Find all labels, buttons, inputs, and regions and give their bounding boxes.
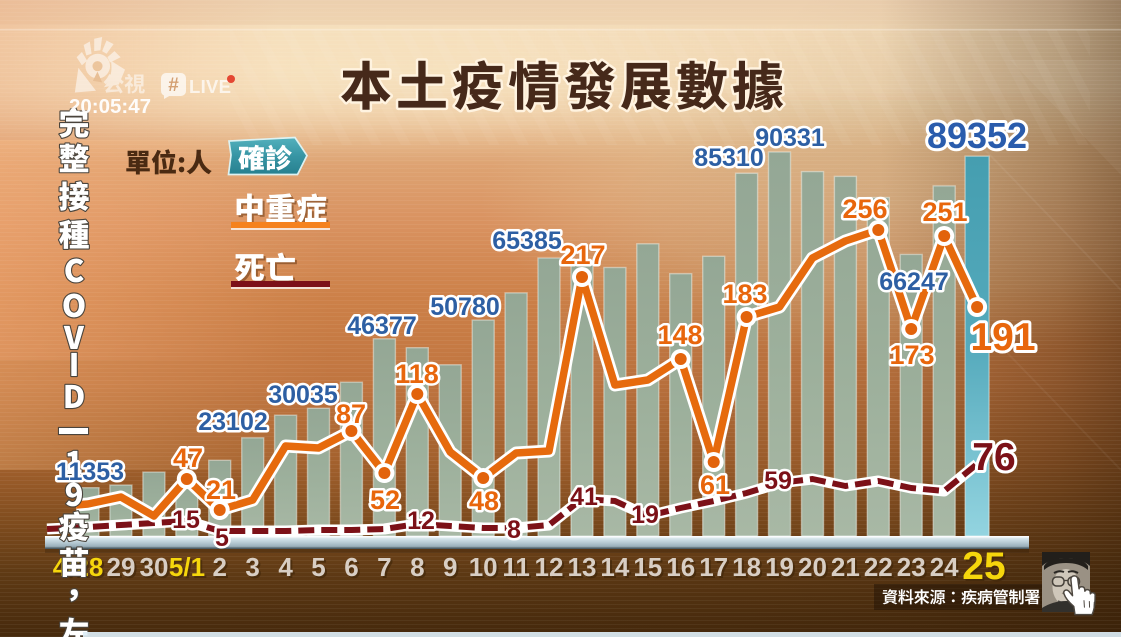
svg-text:30: 30	[140, 552, 169, 582]
svg-text:#: #	[168, 75, 179, 96]
svg-text:24: 24	[932, 554, 961, 584]
svg-text:251: 251	[922, 197, 967, 227]
svg-text:59: 59	[764, 467, 792, 495]
svg-text:5/1: 5/1	[169, 552, 205, 582]
svg-text:13: 13	[569, 554, 598, 584]
svg-text:46377: 46377	[347, 312, 417, 340]
svg-text:15: 15	[172, 506, 200, 534]
svg-text:10: 10	[469, 552, 498, 582]
svg-text:183: 183	[722, 279, 767, 309]
svg-text:11: 11	[504, 554, 532, 584]
svg-text:22: 22	[866, 554, 895, 584]
svg-text:19: 19	[767, 554, 796, 584]
svg-text:15: 15	[635, 554, 664, 584]
svg-text:5: 5	[313, 554, 327, 584]
svg-text:17: 17	[699, 552, 728, 582]
svg-text:6: 6	[346, 554, 360, 584]
svg-text:18: 18	[732, 552, 761, 582]
svg-text:48: 48	[469, 486, 499, 516]
svg-text:11: 11	[502, 552, 530, 582]
svg-text:87: 87	[336, 399, 366, 429]
svg-text:25: 25	[964, 547, 1007, 590]
svg-text:12: 12	[407, 507, 435, 535]
svg-text:9: 9	[445, 554, 459, 584]
svg-text:14: 14	[600, 552, 629, 582]
svg-text:18: 18	[734, 554, 763, 584]
svg-text:23: 23	[897, 552, 926, 582]
svg-text:10: 10	[471, 554, 500, 584]
svg-text:20:05:47: 20:05:47	[69, 95, 151, 118]
svg-text:5: 5	[311, 552, 325, 582]
svg-text:3: 3	[247, 554, 261, 584]
svg-text:6: 6	[344, 552, 358, 582]
svg-text:3: 3	[245, 552, 259, 582]
svg-text:23102: 23102	[198, 408, 268, 436]
svg-text:19: 19	[765, 552, 794, 582]
svg-text:15: 15	[633, 552, 662, 582]
svg-text:8: 8	[507, 516, 521, 544]
svg-text:52: 52	[370, 485, 400, 515]
svg-text:2: 2	[214, 554, 228, 584]
svg-text:29: 29	[107, 552, 136, 582]
svg-text:191: 191	[970, 316, 1035, 359]
svg-text:16: 16	[668, 554, 697, 584]
svg-text:76: 76	[972, 436, 1015, 479]
svg-text:12: 12	[535, 552, 564, 582]
svg-text:90331: 90331	[755, 124, 825, 152]
svg-text:256: 256	[842, 194, 887, 224]
svg-text:25: 25	[962, 545, 1005, 588]
svg-text:20: 20	[800, 554, 829, 584]
svg-text:30035: 30035	[268, 381, 338, 409]
svg-text:24: 24	[930, 552, 959, 582]
svg-text:21: 21	[206, 475, 236, 505]
svg-text:217: 217	[560, 240, 605, 270]
svg-text:14: 14	[602, 554, 631, 584]
svg-text:173: 173	[889, 340, 934, 370]
svg-text:23: 23	[899, 554, 928, 584]
svg-text:8: 8	[410, 552, 424, 582]
svg-text:21: 21	[831, 552, 860, 582]
svg-text:7: 7	[379, 554, 393, 584]
svg-text:50780: 50780	[430, 293, 500, 321]
svg-text:21: 21	[833, 554, 862, 584]
svg-text:LIVE: LIVE	[189, 76, 231, 97]
svg-text:20: 20	[798, 552, 827, 582]
svg-text:8: 8	[412, 554, 426, 584]
svg-text:4: 4	[278, 552, 293, 582]
svg-text:85310: 85310	[694, 144, 764, 172]
svg-text:30: 30	[142, 554, 171, 584]
svg-text:89352: 89352	[927, 115, 1027, 156]
svg-text:16: 16	[666, 552, 695, 582]
svg-text:66247: 66247	[879, 268, 949, 296]
svg-text:13: 13	[567, 552, 596, 582]
svg-text:5/1: 5/1	[171, 554, 207, 584]
svg-text:12: 12	[537, 554, 566, 584]
svg-text:9: 9	[443, 552, 457, 582]
svg-text:11353: 11353	[56, 458, 124, 486]
svg-text:7: 7	[377, 552, 391, 582]
svg-text:22: 22	[864, 552, 893, 582]
svg-text:17: 17	[701, 554, 730, 584]
svg-text:5: 5	[215, 524, 229, 552]
svg-text:61: 61	[700, 470, 730, 500]
svg-text:47: 47	[173, 443, 203, 473]
svg-text:41: 41	[570, 483, 598, 511]
svg-text:65385: 65385	[492, 227, 562, 255]
svg-text:19: 19	[631, 501, 659, 529]
svg-text:118: 118	[395, 359, 439, 389]
svg-text:29: 29	[109, 554, 138, 584]
svg-text:2: 2	[212, 552, 226, 582]
svg-text:4: 4	[280, 554, 295, 584]
svg-text:148: 148	[657, 320, 702, 350]
